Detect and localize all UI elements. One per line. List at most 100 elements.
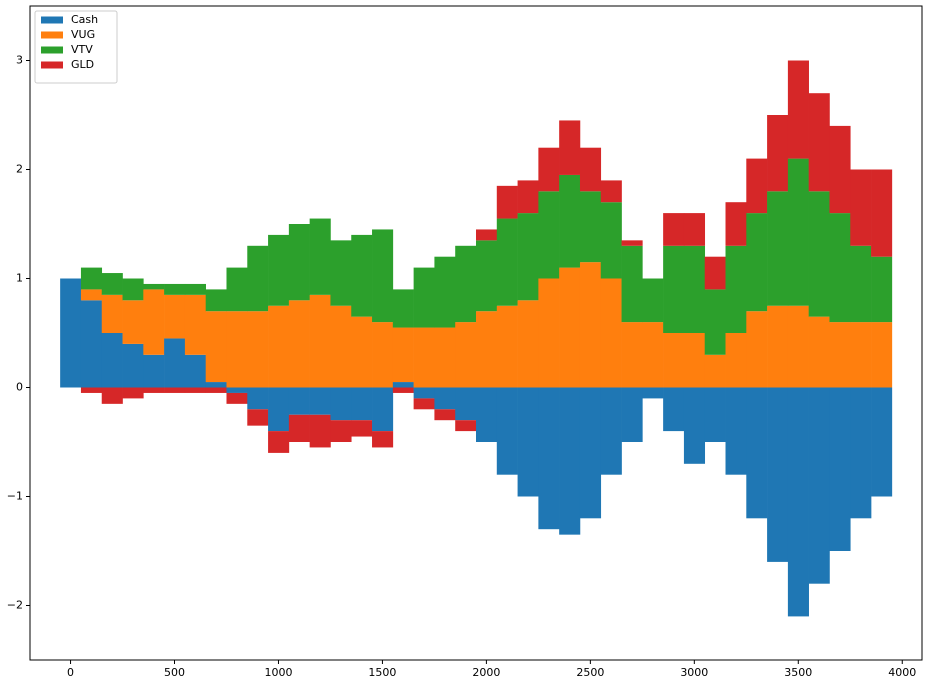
bar-segment [184,354,206,388]
bar-segment [184,294,206,355]
bar-segment [808,387,830,584]
bar-segment [496,185,518,219]
legend-swatch [41,46,63,54]
bar-segment [372,229,394,323]
bar-segment [704,354,726,388]
bar-segment [80,387,103,393]
bar-segment [850,169,872,246]
legend-label: GLD [71,58,94,71]
bar-segment [330,305,352,388]
bar-segment [787,60,809,159]
bar-segment [683,333,706,388]
legend-swatch [41,31,63,39]
bar-segment [122,300,144,344]
bar-segment [767,387,789,562]
bar-segment [226,387,248,393]
y-tick-label: −2 [7,599,23,612]
bar-segment [829,213,851,323]
y-tick-label: 1 [16,272,23,285]
bar-segment [143,283,165,290]
bar-segment [392,327,414,383]
bar-segment [226,392,248,404]
axes-frame [29,5,923,661]
bar-segment [600,387,622,475]
bar-segment [829,322,851,388]
bar-segment [683,245,706,333]
bar-segment [787,158,809,306]
bar-segment [579,387,602,519]
bar-segment [413,327,435,388]
bar-segment [600,202,622,279]
bar-segment [309,294,331,388]
plot-area [60,60,893,617]
bar-segment [80,289,103,301]
bar-segment [704,256,726,290]
bar-segment [122,343,144,388]
bar-segment [642,322,664,388]
bar-segment [746,387,768,519]
bar-segment [663,333,685,388]
bar-segment [476,229,498,241]
x-tick-label: 2500 [576,666,604,679]
bar-segment [205,387,227,393]
bar-segment [829,387,851,551]
bar-segment [392,289,414,328]
bar-segment [621,322,643,388]
bar-segment [559,267,581,388]
bar-segment [746,158,768,214]
bar-segment [101,387,123,404]
bar-segment [538,147,560,192]
bar-segment [725,387,747,475]
bar-segment [247,409,269,426]
bar-segment [184,387,206,393]
bar-segment [309,387,331,415]
bar-segment [746,213,768,312]
bar-segment [683,213,706,246]
bar-segment [663,387,685,432]
bar-segment [663,213,685,246]
bar-segment [143,387,165,393]
bar-segment [80,300,103,388]
bar-segment [247,387,269,410]
bar-segment [683,387,706,464]
x-tick-label: 1000 [264,666,292,679]
bar-segment [164,294,186,339]
bar-segment [600,278,622,388]
bar-segment [808,316,830,388]
bar-segment [226,311,248,388]
bar-segment [434,409,456,421]
bar-segment [808,93,830,192]
bar-segment [455,245,477,323]
x-tick-label: 3500 [784,666,812,679]
bar-segment [621,240,643,246]
bar-segment [288,224,310,301]
bar-segment [60,278,82,388]
bar-segment [538,278,560,388]
bar-segment [330,240,352,306]
bar-segment [288,387,310,415]
bar-segment [205,311,227,383]
bar-segment [476,311,498,388]
bar-segment [871,256,893,323]
bar-segment [372,431,394,448]
bar-segment [80,267,103,290]
bar-segment [787,387,809,617]
bar-segment [517,180,539,214]
bar-segment [351,234,373,317]
bar-segment [164,387,186,393]
bar-segment [122,387,144,399]
bar-segment [288,300,310,388]
bar-segment [268,305,290,388]
bar-segment [850,322,872,388]
bar-segment [642,387,664,399]
bar-segment [704,289,726,355]
x-tick-label: 500 [164,666,185,679]
bar-segment [164,338,186,388]
legend-label: VUG [71,28,95,41]
bar-segment [309,414,331,448]
bar-segment [101,294,123,333]
y-tick-label: −1 [7,490,23,503]
bar-segment [268,431,290,453]
bar-segment [829,125,851,214]
